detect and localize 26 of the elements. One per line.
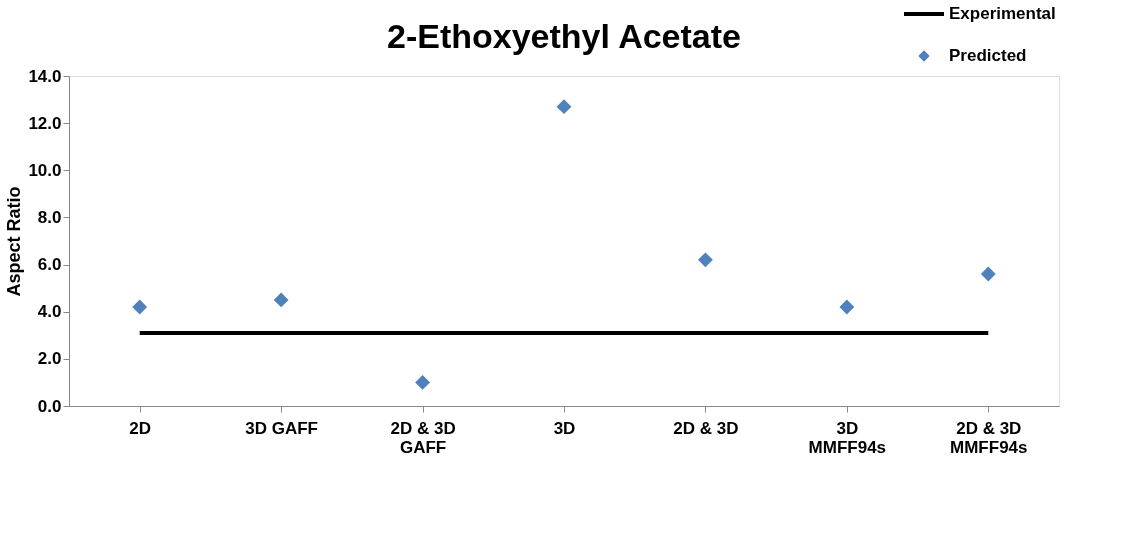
y-tick-label: 8.0 [37, 207, 62, 227]
point [839, 299, 855, 315]
y-tick-label: 10.0 [28, 160, 62, 180]
x-tick-label: 2D & 3D MMFF94s [950, 418, 1028, 457]
x-tick-label: 2D & 3D GAFF [390, 418, 456, 457]
x-tick-label: 3D GAFF [245, 418, 319, 438]
y-tick-label: 0.0 [37, 396, 62, 416]
y-tick-label: 14.0 [28, 66, 62, 86]
y-tick-label: 4.0 [37, 302, 62, 322]
point [698, 252, 713, 268]
point [980, 266, 996, 282]
point [273, 292, 289, 308]
point [132, 299, 148, 315]
legend-label: Predicted [949, 46, 1027, 65]
y-axis-title: Aspect Ratio [4, 186, 25, 297]
point [415, 375, 430, 390]
x-tick-label: 2D & 3D [673, 418, 739, 438]
x-tick-label: 3D MMFF94s [808, 418, 887, 457]
y-tick-label: 2.0 [37, 349, 62, 369]
x-tick-label: 3D [553, 418, 576, 438]
chart-title: 2-Ethoxyethyl Acetate [387, 17, 741, 55]
point [556, 99, 572, 115]
y-tick-label: 12.0 [28, 113, 62, 133]
legend-label: Experimental [949, 4, 1056, 23]
x-tick-label: 2D [129, 418, 152, 438]
y-tick-label: 6.0 [37, 255, 62, 275]
